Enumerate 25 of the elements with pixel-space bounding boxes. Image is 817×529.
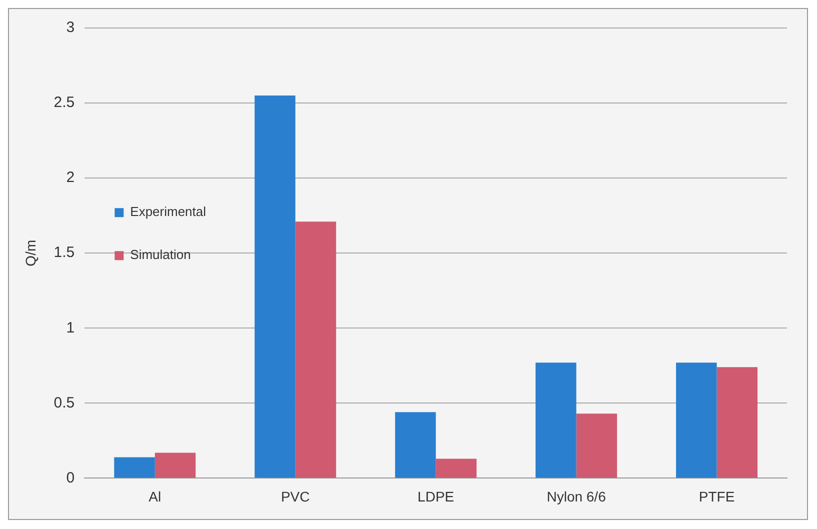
x-tick-label: Nylon 6/6 (546, 488, 606, 504)
y-tick-label: 1.5 (54, 244, 75, 262)
bar (114, 457, 155, 478)
y-tick-label: 1 (66, 319, 75, 336)
legend-label: Experimental (130, 204, 206, 220)
bar (536, 362, 576, 478)
y-axis-title: Q/m (22, 240, 38, 266)
bar (395, 412, 436, 478)
y-tick-label: 0.5 (54, 394, 75, 412)
bar (295, 222, 336, 478)
x-tick-label: LDPE (418, 488, 454, 504)
y-tick-label: 3 (66, 19, 75, 36)
bar (154, 452, 196, 478)
legend-label: Simulation (130, 247, 191, 262)
bar (576, 414, 618, 478)
y-tick-label: 2 (66, 169, 75, 186)
bar (716, 367, 758, 478)
y-tick-label: 0 (66, 469, 75, 486)
x-tick-label: PTFE (698, 488, 735, 504)
y-tick-label: 2.5 (54, 94, 75, 112)
bar (436, 458, 477, 478)
x-tick-label: Al (148, 488, 162, 504)
bar (254, 96, 296, 478)
x-tick-label: PVC (280, 488, 310, 504)
bar (676, 362, 717, 478)
